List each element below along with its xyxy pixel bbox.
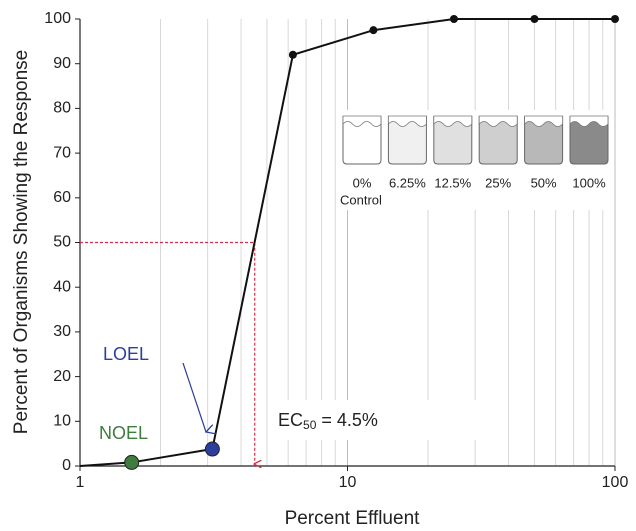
- data-point: [530, 15, 539, 23]
- ec50-label-part: EC: [278, 410, 303, 430]
- ec50-guide: [80, 241, 255, 465]
- inset-label: 25%: [485, 175, 511, 190]
- inset-box: [336, 110, 614, 210]
- x-tick-label: 10: [339, 474, 357, 491]
- y-tick-label: 30: [53, 323, 71, 340]
- inset-label: 12.5%: [434, 175, 471, 190]
- inset-label: 6.25%: [389, 175, 426, 190]
- loel-arrow: [182, 362, 206, 432]
- y-tick-label: 90: [53, 55, 71, 72]
- inset-label: 0%: [353, 175, 372, 190]
- y-tick-label: 40: [53, 278, 71, 295]
- y-tick-label: 100: [44, 10, 71, 27]
- inset-label: 100%: [572, 175, 606, 190]
- data-point: [449, 15, 458, 23]
- data-point: [611, 15, 619, 23]
- beaker: [342, 116, 382, 165]
- ec50-label: EC50 = 4.5%: [278, 410, 378, 432]
- x-tick-label: 100: [602, 474, 629, 491]
- beaker: [387, 116, 427, 165]
- loel-label: LOEL: [103, 344, 149, 364]
- data-point: [288, 50, 297, 59]
- inset-sublabel: Control: [340, 192, 382, 207]
- y-tick-label: 50: [53, 234, 71, 251]
- beaker: [524, 116, 564, 165]
- y-tick-label: 0: [62, 457, 71, 474]
- y-tick-label: 80: [53, 100, 71, 117]
- data-point: [369, 26, 378, 35]
- beaker: [478, 116, 518, 165]
- inset-legend: 0% 6.25% 12.5% 25% 50% 100% Control: [336, 110, 614, 210]
- x-tick-label: 1: [76, 474, 85, 491]
- beaker-surface: [478, 115, 518, 127]
- inset-label: 50%: [531, 175, 557, 190]
- series-line: [79, 18, 615, 467]
- beaker-surface: [342, 115, 382, 127]
- beaker-surface: [569, 115, 609, 127]
- y-tick-label: 60: [53, 189, 71, 206]
- beaker-surface: [433, 115, 473, 127]
- y-axis-label: Percent of Organisms Showing the Respons…: [11, 50, 32, 434]
- x-axis-label: Percent Effluent: [285, 508, 421, 529]
- y-tick-label: 70: [53, 144, 71, 161]
- noel-label: NOEL: [99, 423, 148, 443]
- ec50-label-part: 50: [303, 418, 317, 432]
- beaker-surface: [388, 115, 427, 127]
- ec50-label-bg: [268, 400, 492, 440]
- beaker: [569, 116, 609, 165]
- ec50-label-part: = 4.5%: [316, 410, 378, 430]
- y-tick-label: 10: [53, 413, 71, 430]
- beaker-surface: [524, 115, 563, 127]
- y-tick-label: 20: [53, 368, 71, 385]
- beaker: [433, 116, 473, 165]
- data-point: [204, 441, 220, 457]
- data-point: [124, 454, 140, 470]
